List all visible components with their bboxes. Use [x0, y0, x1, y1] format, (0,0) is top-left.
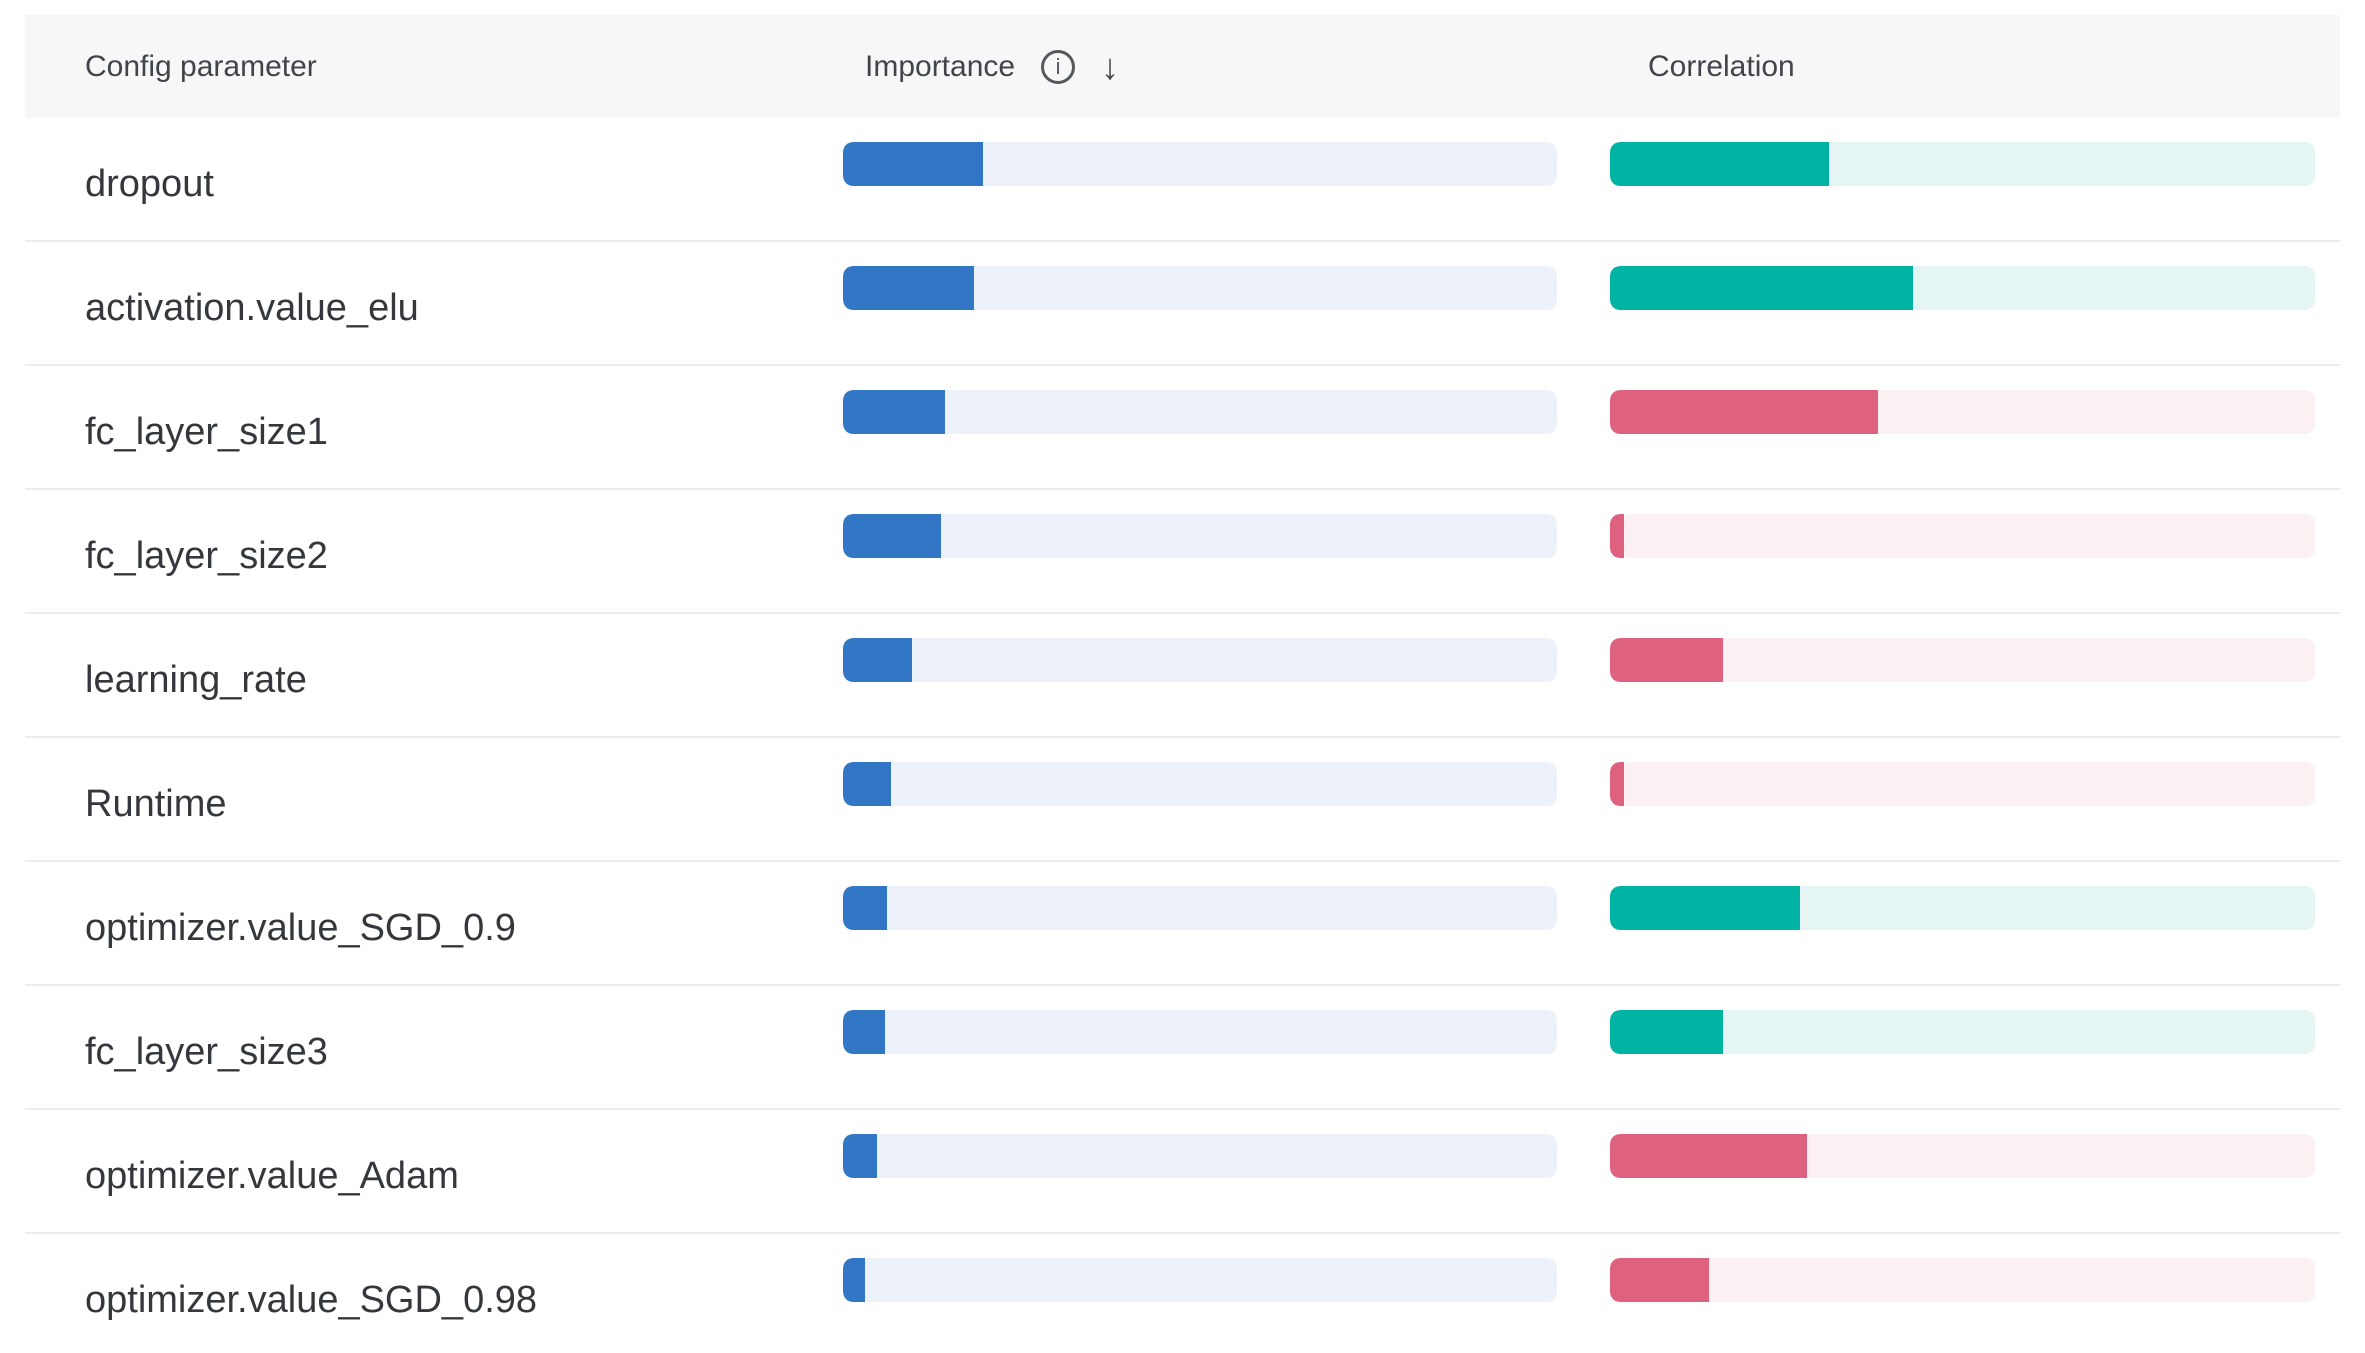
- importance-bar-fill: [843, 1134, 878, 1178]
- correlation-bar-track: [1610, 886, 2315, 930]
- importance-cell: [843, 1010, 1610, 1054]
- importance-cell: [843, 762, 1610, 806]
- correlation-bar-fill: [1610, 1258, 1709, 1302]
- importance-bar-fill: [843, 886, 888, 930]
- correlation-bar-fill: [1610, 638, 1723, 682]
- info-icon[interactable]: i: [1041, 49, 1076, 84]
- importance-cell: [843, 142, 1610, 186]
- correlation-bar-track: [1610, 1258, 2315, 1302]
- correlation-bar-track: [1610, 390, 2315, 434]
- importance-cell: [843, 514, 1610, 558]
- parameter-name: fc_layer_size1: [85, 410, 328, 453]
- correlation-bar-fill: [1610, 514, 1625, 558]
- correlation-cell: [1610, 638, 2340, 682]
- importance-bar-fill: [843, 762, 891, 806]
- importance-bar-fill: [843, 266, 974, 310]
- correlation-cell: [1610, 390, 2340, 434]
- parameter-name: fc_layer_size3: [85, 1030, 328, 1073]
- importance-cell: [843, 886, 1610, 930]
- parameter-name: learning_rate: [85, 658, 307, 701]
- importance-cell: [843, 266, 1610, 310]
- parameter-name: Runtime: [85, 782, 227, 825]
- table-row: fc_layer_size3: [25, 986, 2340, 1110]
- importance-bar-track: [843, 638, 1557, 682]
- correlation-bar-fill: [1610, 762, 1625, 806]
- correlation-cell: [1610, 762, 2340, 806]
- importance-bar-track: [843, 514, 1557, 558]
- correlation-cell: [1610, 514, 2340, 558]
- correlation-bar-track: [1610, 514, 2315, 558]
- importance-bar-fill: [843, 390, 946, 434]
- table-row: optimizer.value_SGD_0.98: [25, 1234, 2340, 1353]
- correlation-bar-fill: [1610, 142, 1829, 186]
- importance-bar-fill: [843, 142, 983, 186]
- table-row: optimizer.value_Adam: [25, 1110, 2340, 1234]
- correlation-bar-fill: [1610, 390, 1878, 434]
- importance-bar-track: [843, 762, 1557, 806]
- parameter-name: optimizer.value_SGD_0.98: [85, 1278, 538, 1321]
- correlation-bar-fill: [1610, 1134, 1808, 1178]
- column-header-importance-label: Importance: [865, 49, 1016, 83]
- correlation-bar-track: [1610, 266, 2315, 310]
- correlation-bar-fill: [1610, 886, 1801, 930]
- column-header-config-parameter: Config parameter: [85, 49, 317, 83]
- table-row: fc_layer_size2: [25, 490, 2340, 614]
- column-header-correlation: Correlation: [1648, 49, 1795, 83]
- sort-descending-icon[interactable]: ↓: [1101, 45, 1120, 87]
- importance-cell: [843, 1134, 1610, 1178]
- importance-bar-track: [843, 1134, 1557, 1178]
- parameter-name: optimizer.value_SGD_0.9: [85, 906, 516, 949]
- importance-bar-track: [843, 1258, 1557, 1302]
- parameter-name: dropout: [85, 162, 214, 205]
- parameter-name: fc_layer_size2: [85, 534, 328, 577]
- correlation-bar-track: [1610, 1010, 2315, 1054]
- importance-bar-fill: [843, 1258, 866, 1302]
- importance-bar-fill: [843, 514, 941, 558]
- importance-bar-fill: [843, 1010, 886, 1054]
- correlation-cell: [1610, 1258, 2340, 1302]
- correlation-cell: [1610, 266, 2340, 310]
- table-row: activation.value_elu: [25, 242, 2340, 366]
- correlation-bar-fill: [1610, 266, 1914, 310]
- importance-bar-track: [843, 886, 1557, 930]
- table-row: optimizer.value_SGD_0.9: [25, 862, 2340, 986]
- importance-cell: [843, 390, 1610, 434]
- importance-table: Config parameter Importance i ↓ Correlat…: [25, 15, 2340, 1353]
- table-body: dropout activation.value_elu fc_layer_si…: [25, 118, 2340, 1353]
- correlation-bar-track: [1610, 638, 2315, 682]
- correlation-cell: [1610, 886, 2340, 930]
- table-row: learning_rate: [25, 614, 2340, 738]
- table-row: dropout: [25, 118, 2340, 242]
- importance-cell: [843, 1258, 1610, 1302]
- importance-cell: [843, 638, 1610, 682]
- correlation-cell: [1610, 142, 2340, 186]
- parameter-name: optimizer.value_Adam: [85, 1154, 459, 1197]
- importance-bar-track: [843, 1010, 1557, 1054]
- column-header-importance[interactable]: Importance i ↓: [843, 45, 1610, 87]
- correlation-bar-track: [1610, 1134, 2315, 1178]
- importance-bar-track: [843, 266, 1557, 310]
- parameter-name: activation.value_elu: [85, 286, 419, 329]
- importance-bar-track: [843, 390, 1557, 434]
- info-icon-glyph: i: [1055, 53, 1061, 79]
- correlation-cell: [1610, 1010, 2340, 1054]
- correlation-cell: [1610, 1134, 2340, 1178]
- table-header-row: Config parameter Importance i ↓ Correlat…: [25, 15, 2340, 118]
- importance-bar-fill: [843, 638, 913, 682]
- correlation-bar-track: [1610, 142, 2315, 186]
- table-row: fc_layer_size1: [25, 366, 2340, 490]
- table-row: Runtime: [25, 738, 2340, 862]
- correlation-bar-fill: [1610, 1010, 1723, 1054]
- importance-bar-track: [843, 142, 1557, 186]
- correlation-bar-track: [1610, 762, 2315, 806]
